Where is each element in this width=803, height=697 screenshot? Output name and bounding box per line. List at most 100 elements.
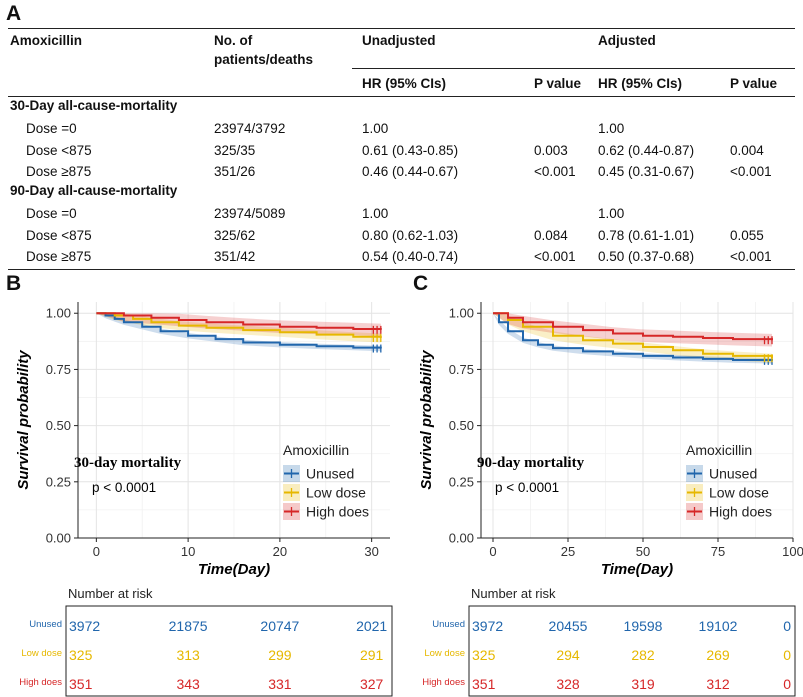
risk-value: 291 (360, 647, 384, 663)
y-tick-label: 1.00 (46, 306, 71, 321)
header-unadj-hr: HR (95% CIs) (362, 76, 447, 91)
x-tick-label: 0 (93, 544, 100, 559)
risk-value: 0 (783, 618, 791, 634)
table-row-unadj-hr: 0.54 (0.40-0.74) (362, 249, 459, 264)
risk-value: 269 (706, 647, 730, 663)
legend-title: Amoxicillin (686, 442, 752, 458)
table-row-adj-hr: 0.78 (0.61-1.01) (598, 228, 695, 243)
table-row-dose: Dose <875 (26, 143, 92, 158)
x-tick-label: 20 (273, 544, 287, 559)
x-tick-label: 100 (782, 544, 803, 559)
y-tick-label: 0.25 (449, 474, 474, 489)
risk-table-frame (65, 605, 393, 697)
table-row-adj-p: 0.004 (730, 143, 764, 158)
x-tick-label: 30 (364, 544, 378, 559)
risk-table-title: Number at risk (68, 586, 153, 601)
table-row-n: 23974/5089 (214, 206, 286, 221)
table-row-dose: Dose =0 (26, 121, 77, 136)
risk-value: 3972 (472, 618, 503, 634)
table-row-unadj-hr: 1.00 (362, 206, 389, 221)
risk-value: 19102 (699, 618, 738, 634)
header-n-line2: patients/deaths (214, 52, 314, 67)
table-bottom-rule (8, 269, 795, 270)
y-tick-label: 1.00 (449, 306, 474, 321)
y-tick-label: 0.75 (46, 362, 71, 377)
table-row-n: 351/26 (214, 164, 256, 179)
table-row-adj-p: <0.001 (730, 164, 772, 179)
panel-label-a: A (6, 2, 22, 25)
y-tick-label: 0.25 (46, 474, 71, 489)
legend-label-low: Low dose (709, 485, 769, 501)
risk-value: 294 (556, 647, 580, 663)
y-axis-label: Survival probability (15, 350, 32, 490)
table-row-n: 325/62 (214, 228, 256, 243)
legend-label-high: High does (709, 504, 772, 520)
survival-curve-high (96, 312, 382, 330)
y-tick-label: 0.75 (449, 362, 474, 377)
risk-row-label: Low dose (21, 648, 62, 659)
survival-curve-unused (96, 312, 382, 349)
risk-value: 299 (268, 647, 292, 663)
risk-value: 325 (69, 647, 93, 663)
table-top-rule (8, 28, 795, 29)
risk-value: 3972 (69, 618, 100, 634)
x-tick-label: 75 (711, 544, 725, 559)
header-n-line1: No. of (214, 33, 253, 48)
survival-plot-30day: 0.00 0.25 0.50 0.75 1.00 0 10 20 30 Time(Day) Surv… (15, 302, 390, 578)
header-bottom-rule (8, 96, 795, 97)
p-value-label: p < 0.0001 (92, 480, 156, 495)
table-row-adj-hr: 0.62 (0.44-0.87) (598, 143, 695, 158)
risk-value: 20455 (549, 618, 588, 634)
confidence-band-high (96, 313, 381, 337)
x-tick-label: 10 (181, 544, 195, 559)
risk-value: 19598 (624, 618, 663, 634)
y-tick-label: 0.00 (46, 531, 71, 546)
risk-row-label: Unused (29, 619, 62, 630)
confidence-band-unused (493, 313, 772, 364)
survival-plot-90day: 0.00 0.25 0.50 0.75 1.00 0 25 50 75 100 Time(Day) S… (418, 302, 803, 578)
table-row-n: 351/42 (214, 249, 256, 264)
plot-title: 30-day mortality (74, 455, 182, 471)
header-adjusted: Adjusted (598, 33, 656, 48)
header-unadjusted: Unadjusted (362, 33, 436, 48)
table-row-unadj-p: <0.001 (534, 249, 576, 264)
table-row-n: 23974/3792 (214, 121, 286, 136)
table-row-n: 325/35 (214, 143, 256, 158)
header-adj-p: P value (730, 76, 778, 91)
y-tick-label: 0.50 (46, 418, 71, 433)
risk-table-30day: Number at risk Unused 3972 21875 20747 2021 Lo… (19, 586, 393, 697)
survival-curve-unused (493, 312, 773, 361)
section-title-30day: 30-Day all-cause-mortality (10, 98, 178, 113)
risk-row-label: High does (19, 677, 62, 688)
risk-row-label: Low dose (424, 648, 465, 659)
risk-value: 0 (783, 676, 791, 692)
table-row-dose: Dose ≥875 (26, 164, 92, 179)
risk-value: 343 (176, 676, 200, 692)
table-row-unadj-hr: 1.00 (362, 121, 389, 136)
risk-value: 351 (472, 676, 496, 692)
survival-curve-low (96, 312, 382, 338)
risk-value: 325 (472, 647, 496, 663)
x-tick-label: 50 (636, 544, 650, 559)
x-axis-label: Time(Day) (601, 561, 673, 578)
table-row-adj-p: <0.001 (730, 249, 772, 264)
y-axis-label: Survival probability (418, 350, 435, 490)
table-row-dose: Dose <875 (26, 228, 92, 243)
x-axis-label: Time(Day) (198, 561, 270, 578)
table-row-adj-hr: 0.50 (0.37-0.68) (598, 249, 695, 264)
legend-label-unused: Unused (306, 466, 354, 482)
table-row-adj-hr: 0.45 (0.31-0.67) (598, 164, 695, 179)
header-amoxicillin: Amoxicillin (10, 33, 83, 48)
risk-value: 282 (631, 647, 655, 663)
risk-value: 319 (631, 676, 655, 692)
legend-label-unused: Unused (709, 466, 757, 482)
table-row-dose: Dose ≥875 (26, 249, 92, 264)
header-unadj-p: P value (534, 76, 582, 91)
section-title-90day: 90-Day all-cause-mortality (10, 183, 178, 198)
y-tick-label: 0.00 (449, 531, 474, 546)
risk-value: 328 (556, 676, 580, 692)
table-row-adj-hr: 1.00 (598, 121, 625, 136)
legend-label-high: High does (306, 504, 369, 520)
legend-label-low: Low dose (306, 485, 366, 501)
panel-label-c: C (413, 272, 429, 295)
